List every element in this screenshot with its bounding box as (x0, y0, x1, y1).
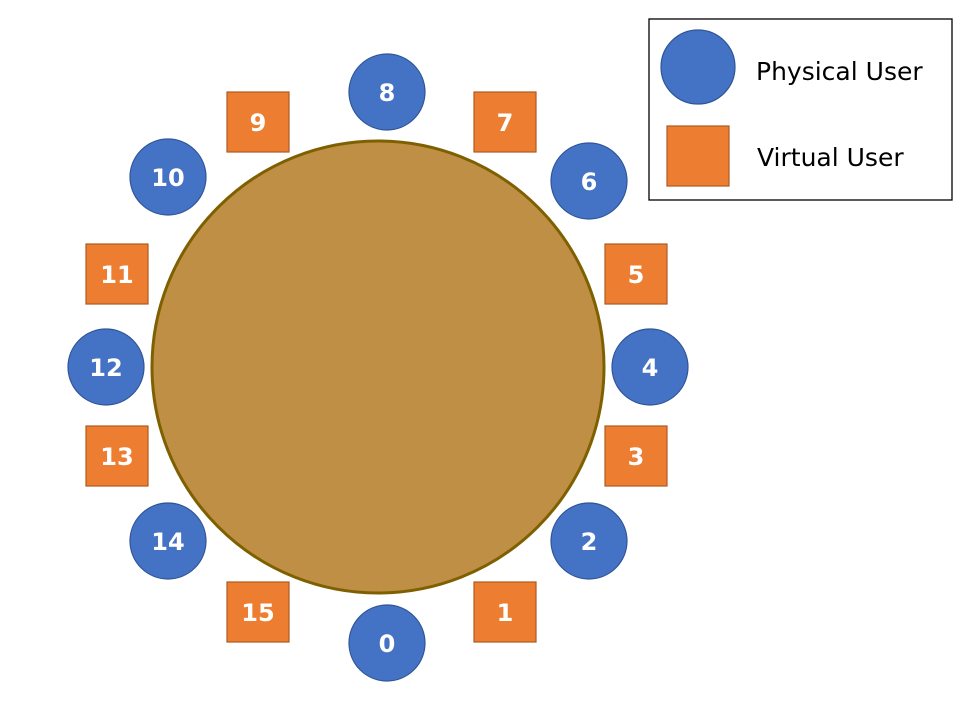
seat-number: 1 (497, 599, 514, 627)
physical-user-seat: 2 (550, 502, 628, 580)
virtual-user-seat: 5 (604, 243, 668, 305)
virtual-user-square (473, 581, 537, 643)
seat-number: 8 (379, 79, 396, 107)
physical-user-seat: 8 (348, 53, 426, 131)
seat-number: 11 (100, 261, 133, 289)
virtual-user-square (226, 581, 290, 643)
seat-number: 15 (241, 599, 274, 627)
virtual-user-square (604, 243, 668, 305)
physical-user-seat: 4 (611, 328, 689, 406)
legend-physical-label: Physical User (756, 57, 923, 86)
virtual-user-seat: 11 (85, 243, 149, 305)
physical-user-circle (550, 502, 628, 580)
physical-user-circle (129, 502, 207, 580)
seat-number: 2 (581, 528, 598, 556)
round-table (150, 139, 606, 595)
legend-physical-swatch (660, 29, 736, 105)
physical-user-seat: 6 (550, 142, 628, 220)
seat-number: 3 (628, 443, 645, 471)
physical-user-seat: 0 (348, 604, 426, 682)
seat-number: 5 (628, 261, 645, 289)
virtual-user-seat: 9 (226, 91, 290, 153)
seat-number: 13 (100, 443, 133, 471)
seat-number: 10 (151, 164, 184, 192)
seat-number: 12 (89, 354, 122, 382)
virtual-user-square (226, 91, 290, 153)
virtual-user-seat: 13 (85, 425, 149, 487)
seat-number: 4 (642, 354, 659, 382)
physical-user-seat: 10 (129, 138, 207, 216)
virtual-user-seat: 1 (473, 581, 537, 643)
physical-user-circle (550, 142, 628, 220)
physical-user-circle (611, 328, 689, 406)
legend: Physical User Virtual User (648, 18, 953, 201)
physical-user-seat: 14 (129, 502, 207, 580)
virtual-user-seat: 15 (226, 581, 290, 643)
legend-virtual-swatch (666, 125, 730, 187)
seat-number: 9 (250, 109, 267, 137)
virtual-user-square (85, 243, 149, 305)
virtual-user-seat: 3 (604, 425, 668, 487)
seat-number: 7 (497, 109, 514, 137)
virtual-user-square (85, 425, 149, 487)
virtual-user-square (604, 425, 668, 487)
physical-user-circle (67, 328, 145, 406)
physical-user-circle (348, 604, 426, 682)
legend-virtual-label: Virtual User (757, 143, 904, 172)
seat-number: 0 (379, 630, 396, 658)
physical-user-circle (129, 138, 207, 216)
seat-number: 6 (581, 168, 598, 196)
seat-number: 14 (151, 528, 184, 556)
physical-user-seat: 12 (67, 328, 145, 406)
virtual-user-square (473, 91, 537, 153)
physical-user-circle (348, 53, 426, 131)
virtual-user-seat: 7 (473, 91, 537, 153)
